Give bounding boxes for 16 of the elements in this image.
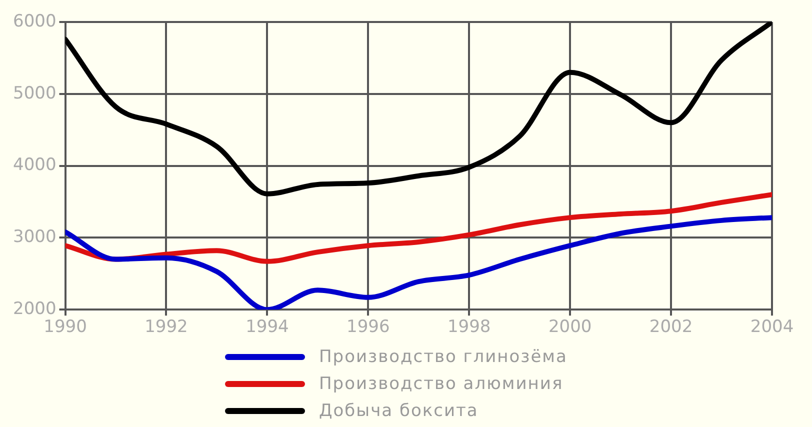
legend-label: Производство глинозёма bbox=[319, 346, 568, 366]
x-tick-label: 1994 bbox=[246, 317, 289, 338]
x-tick-label: 1996 bbox=[346, 317, 390, 338]
x-tick-label: 1990 bbox=[44, 317, 87, 338]
legend-label: Производство алюминия bbox=[319, 374, 564, 394]
y-tick-label: 4000 bbox=[13, 155, 56, 176]
x-tick-label: 1992 bbox=[144, 317, 188, 338]
x-tick-label: 2000 bbox=[548, 317, 592, 338]
x-tick-label: 2002 bbox=[649, 317, 693, 338]
legend-label: Добыча боксита bbox=[319, 400, 478, 420]
y-tick-label: 3000 bbox=[13, 227, 56, 248]
y-tick-label: 2000 bbox=[13, 299, 56, 320]
x-tick-label: 2004 bbox=[750, 317, 794, 338]
x-tick-label: 1998 bbox=[447, 317, 491, 338]
y-tick-label: 5000 bbox=[13, 83, 56, 104]
y-tick-label: 6000 bbox=[13, 11, 56, 32]
